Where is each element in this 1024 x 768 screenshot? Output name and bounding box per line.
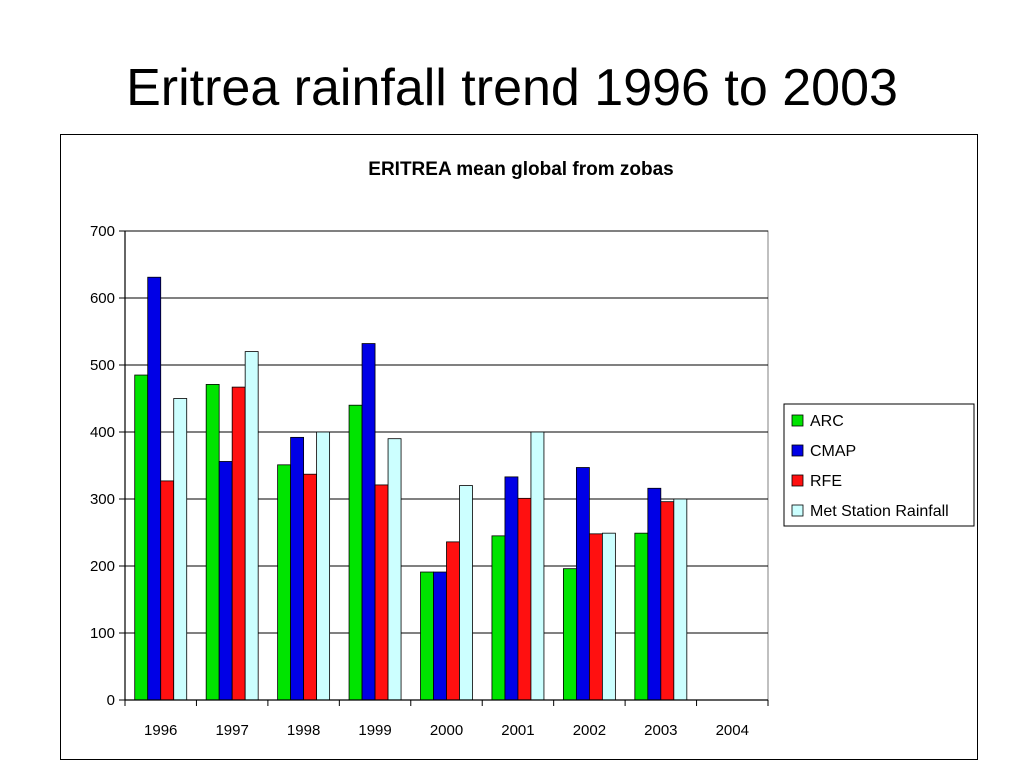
bar-arc-1997 [205, 384, 220, 701]
x-tick-label: 1996 [144, 722, 177, 739]
x-tick-label: 1999 [358, 722, 391, 739]
y-tick-label: 300 [90, 491, 115, 508]
bar-met-station-rainfall-2001 [530, 431, 545, 701]
legend-label: CMAP [810, 443, 856, 460]
bar-cmap-2003 [647, 487, 662, 701]
x-tick-label: 2000 [430, 722, 463, 739]
y-tick-label: 100 [90, 625, 115, 642]
axes [119, 230, 769, 706]
bar-rfe-2000 [446, 541, 460, 701]
chart-title: ERITREA mean global from zobas [368, 159, 673, 180]
legend-swatch [791, 414, 804, 427]
bar-met-station-rainfall-1998 [316, 431, 331, 701]
x-tick-label: 2004 [716, 722, 749, 739]
bar-met-station-rainfall-1996 [173, 398, 188, 701]
x-tick-label: 2002 [573, 722, 606, 739]
bar-met-station-rainfall-2003 [673, 498, 688, 701]
bar-rfe-1996 [160, 480, 175, 701]
legend-swatch [791, 444, 804, 457]
y-tick-label: 700 [90, 223, 115, 240]
bar-cmap-2001 [504, 476, 519, 701]
bar-rfe-2003 [660, 501, 675, 701]
bar-arc-1996 [134, 374, 149, 701]
bar-met-station-rainfall-2000 [459, 485, 473, 701]
y-tick-label: 400 [90, 424, 115, 441]
y-tick-label: 500 [90, 357, 115, 374]
bar-met-station-rainfall-2002 [601, 532, 616, 701]
x-tick-label: 1997 [215, 722, 248, 739]
x-tick-label: 2001 [501, 722, 534, 739]
bar-rfe-2001 [517, 497, 532, 701]
bar-arc-1999 [348, 404, 363, 701]
bar-arc-2003 [634, 532, 649, 701]
bar-rfe-2002 [588, 533, 603, 701]
x-tick-label: 2003 [644, 722, 677, 739]
legend-swatch [791, 474, 804, 487]
y-tick-label: 600 [90, 290, 115, 307]
bar-rfe-1997 [231, 386, 246, 701]
y-tick-label: 0 [107, 692, 115, 709]
x-tick-labels: 1996 1997 1998 1999 2000 2001 2002 2003 2004 [144, 722, 749, 739]
legend-swatch [791, 504, 804, 517]
bar-cmap-1999 [361, 343, 376, 701]
bars [134, 276, 688, 701]
legend-label: Met Station Rainfall [810, 503, 949, 520]
bar-arc-2000 [420, 571, 434, 701]
bar-rfe-1998 [303, 473, 318, 701]
slide-title: Eritrea rainfall trend 1996 to 2003 [126, 59, 898, 117]
bar-cmap-2000 [433, 571, 447, 701]
y-tick-label: 200 [90, 558, 115, 575]
x-tick-label: 1998 [287, 722, 320, 739]
bar-cmap-1996 [147, 276, 162, 701]
bar-rfe-1999 [374, 484, 389, 701]
bar-met-station-rainfall-1999 [387, 438, 402, 701]
bar-met-station-rainfall-1997 [244, 351, 259, 701]
bar-arc-2002 [562, 568, 577, 701]
bar-arc-2001 [491, 535, 506, 701]
bar-cmap-2002 [575, 467, 590, 701]
y-tick-labels: 0 100 200 300 400 500 600 700 [90, 223, 115, 709]
legend-label: ARC [810, 413, 844, 430]
legend: ARC CMAP RFE Met Station Rainfall [783, 403, 975, 527]
legend-label: RFE [810, 473, 842, 490]
bar-cmap-1998 [290, 436, 305, 701]
legend-box [783, 403, 975, 527]
bar-cmap-1997 [218, 461, 233, 701]
bar-arc-1998 [277, 464, 292, 701]
